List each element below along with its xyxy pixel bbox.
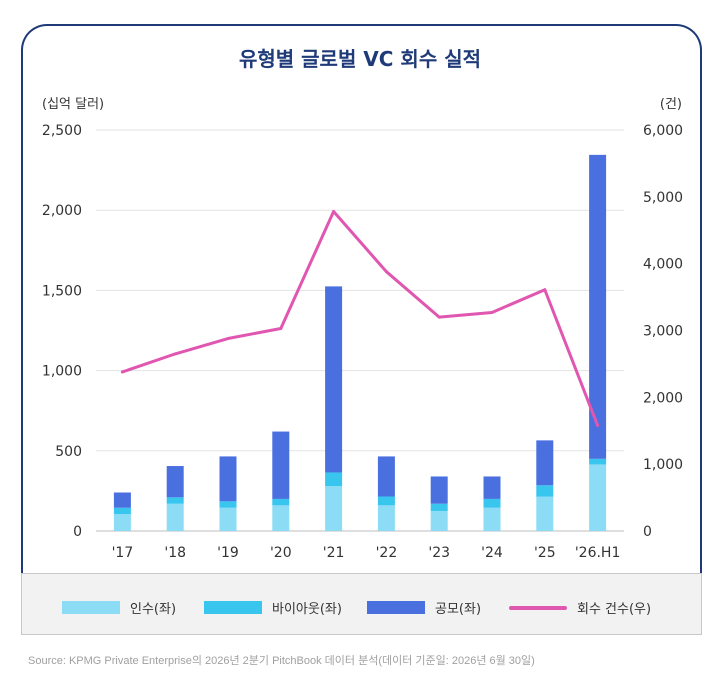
y-right-tick-label: 6,000 xyxy=(643,123,683,139)
legend-line-exit-count xyxy=(509,605,567,610)
x-tick-label: '26.H1 xyxy=(575,545,621,561)
legend-item-acquisition: 인수(좌) xyxy=(62,598,176,617)
bar-segment-ipo xyxy=(430,476,448,504)
exit-count-point xyxy=(226,337,230,341)
legend-item-buyout: 바이아웃(좌) xyxy=(204,598,342,617)
y-left-tick-label: 500 xyxy=(55,444,82,460)
bar-segment-acquisition xyxy=(166,503,184,531)
exit-count-point xyxy=(120,370,124,374)
legend-label-exit-count: 회수 건수(우) xyxy=(577,602,652,617)
y-left-tick-label: 2,500 xyxy=(42,123,82,139)
bar-segment-buyout xyxy=(219,501,237,508)
bar-segment-ipo xyxy=(536,440,554,486)
legend-label-ipo: 공모(좌) xyxy=(435,602,482,617)
exit-count-point xyxy=(437,315,441,319)
bar-segment-ipo xyxy=(113,492,131,508)
x-tick-label: '20 xyxy=(270,545,292,561)
legend-label-acquisition: 인수(좌) xyxy=(130,602,177,617)
x-tick-label: '24 xyxy=(481,545,503,561)
chart-plot: 0 500 1,000 1,500 2,000 2,500 0 1,000 2,000 3,000… xyxy=(42,97,683,561)
bar-segment-acquisition xyxy=(589,464,607,531)
exit-count-line xyxy=(120,210,600,427)
bar-segment-acquisition xyxy=(483,507,501,531)
y-right-tick-label: 3,000 xyxy=(643,324,683,340)
x-tick-label: '21 xyxy=(323,545,345,561)
bar-segment-ipo xyxy=(377,456,395,497)
x-tick-label: '22 xyxy=(376,545,398,561)
y-left-tick-label: 1,500 xyxy=(42,283,82,299)
bar-segment-buyout xyxy=(430,503,448,511)
bar-segment-buyout xyxy=(536,485,554,497)
bar-segment-buyout xyxy=(272,498,290,506)
bar-segment-acquisition xyxy=(272,505,290,531)
y-right-tick-label: 5,000 xyxy=(643,190,683,206)
x-tick-label: '25 xyxy=(534,545,556,561)
legend-swatch-buyout xyxy=(204,601,262,614)
y-right-tick-label: 0 xyxy=(643,524,652,540)
bar-segment-ipo xyxy=(166,466,184,498)
bar-segment-ipo xyxy=(325,286,343,473)
legend: 인수(좌) 바이아웃(좌) 공모(좌) 회수 건수(우) xyxy=(21,573,702,635)
exit-count-point xyxy=(543,288,547,292)
x-tick-label: '19 xyxy=(217,545,239,561)
exit-count-point xyxy=(596,423,600,427)
exit-count-point xyxy=(173,352,177,356)
bar-segment-acquisition xyxy=(113,514,131,531)
x-tick-label: '23 xyxy=(428,545,450,561)
legend-swatch-ipo xyxy=(367,601,425,614)
bar-segment-ipo xyxy=(483,476,501,499)
bar-segment-buyout xyxy=(589,458,607,465)
legend-item-exit-count: 회수 건수(우) xyxy=(509,598,651,617)
legend-swatch-acquisition xyxy=(62,601,120,614)
legend-label-buyout: 바이아웃(좌) xyxy=(272,602,342,617)
bar-segment-acquisition xyxy=(430,510,448,531)
bar-segment-acquisition xyxy=(325,486,343,531)
y-left-unit-label: (십억 달러) xyxy=(42,97,104,112)
bar-segment-ipo xyxy=(589,154,607,459)
y-left-tick-label: 0 xyxy=(73,524,82,540)
source-note: Source: KPMG Private Enterprise의 2026년 2… xyxy=(28,655,535,667)
bar-segment-ipo xyxy=(272,431,290,499)
exit-count-point xyxy=(279,326,283,330)
bar-segment-buyout xyxy=(483,498,501,508)
bar-segment-acquisition xyxy=(219,507,237,531)
legend-item-ipo: 공모(좌) xyxy=(367,598,481,617)
bar-segment-ipo xyxy=(219,456,237,502)
bar-segment-buyout xyxy=(113,507,131,515)
y-right-tick-label: 1,000 xyxy=(643,457,683,473)
y-right-tick-label: 2,000 xyxy=(643,390,683,406)
bar-segment-buyout xyxy=(166,497,184,504)
bar-segment-buyout xyxy=(377,496,395,506)
y-left-tick-label: 2,000 xyxy=(42,203,82,219)
chart-card xyxy=(21,24,702,584)
exit-count-point xyxy=(332,210,336,214)
y-left-tick-label: 1,000 xyxy=(42,364,82,380)
x-tick-label: '18 xyxy=(164,545,186,561)
bar-segment-acquisition xyxy=(536,496,554,531)
chart-title: 유형별 글로벌 VC 회수 실적 xyxy=(238,47,481,71)
x-tick-label: '17 xyxy=(112,545,134,561)
bar-segment-buyout xyxy=(325,472,343,487)
exit-count-point xyxy=(384,270,388,274)
bar-segment-acquisition xyxy=(377,505,395,531)
y-right-tick-label: 4,000 xyxy=(643,257,683,273)
exit-count-point xyxy=(490,310,494,314)
y-right-unit-label: (건) xyxy=(660,97,682,112)
